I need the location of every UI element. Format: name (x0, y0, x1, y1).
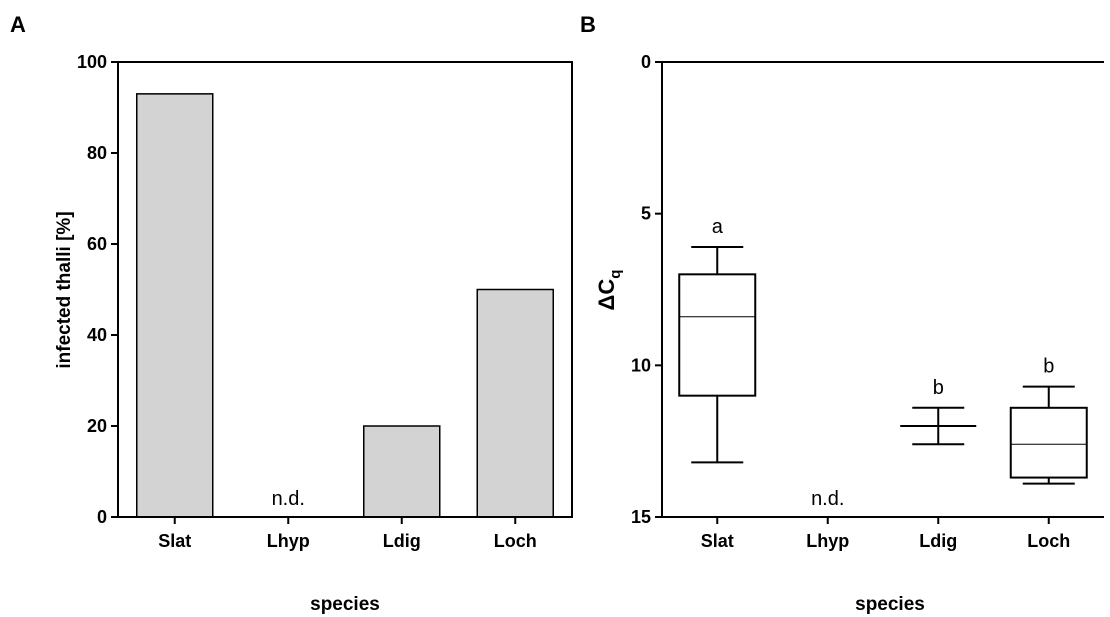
bar-chart-panel-a: 0 20 40 60 80 100 Slat Lhyp Ldig Loch n.d. (77, 52, 573, 551)
panel-a-y-tick-label: 40 (87, 325, 107, 345)
box-slat (678, 273, 757, 397)
panel-b-y-axis-title: ΔCq (594, 270, 624, 311)
panel-b-annotation-nd: n.d. (811, 488, 844, 510)
panel-a-annotation-nd: n.d. (272, 488, 305, 510)
panel-a-x-tick-label: Lhyp (267, 531, 310, 551)
significance-letter-ldig: b (933, 377, 944, 399)
panel-b-x-tick-label: Loch (1027, 531, 1070, 551)
box-plot-panel-b: 0 5 10 15 Slat Lhyp Ldig Loch a n.d. b b (631, 52, 1104, 551)
panel-a-y-tick-label: 0 (97, 507, 107, 527)
panel-b-label: B (580, 12, 596, 37)
bar-ldig (363, 425, 441, 518)
panel-b-y-tick-label: 15 (631, 507, 651, 527)
panel-a-x-tick-label: Slat (158, 531, 191, 551)
panel-a-y-tick-label: 20 (87, 416, 107, 436)
panel-b-x-tick-label: Slat (701, 531, 734, 551)
panel-b-x-axis-title: species (855, 594, 925, 615)
bar-loch (476, 288, 554, 518)
significance-letter-slat: a (712, 216, 724, 238)
panel-b-y-tick-label: 10 (631, 355, 651, 375)
svg-text:ΔCq: ΔCq (594, 270, 624, 311)
panel-a-y-tick-label: 100 (77, 52, 107, 72)
panel-b-y-axis-title-subscript: q (607, 270, 624, 279)
panel-a-y-tick-label: 60 (87, 234, 107, 254)
panel-a-x-tick-label: Loch (494, 531, 537, 551)
panel-a-label: A (10, 12, 26, 37)
significance-letter-loch: b (1043, 356, 1054, 378)
panel-a-y-axis-title: infected thalli [%] (54, 211, 75, 368)
bar-slat (136, 93, 214, 518)
panel-a-x-tick-label: Ldig (383, 531, 421, 551)
panel-b-x-tick-label: Ldig (919, 531, 957, 551)
box-loch (1009, 406, 1088, 479)
panel-b-y-axis-title-main: ΔC (594, 279, 619, 311)
panel-b-y-tick-label: 5 (641, 204, 651, 224)
panel-b-x-tick-label: Lhyp (806, 531, 849, 551)
panel-b-y-tick-label: 0 (641, 52, 651, 72)
panel-a-plot-frame (117, 61, 573, 518)
panel-a-y-tick-label: 80 (87, 143, 107, 163)
panel-a-x-axis-title: species (310, 594, 380, 615)
